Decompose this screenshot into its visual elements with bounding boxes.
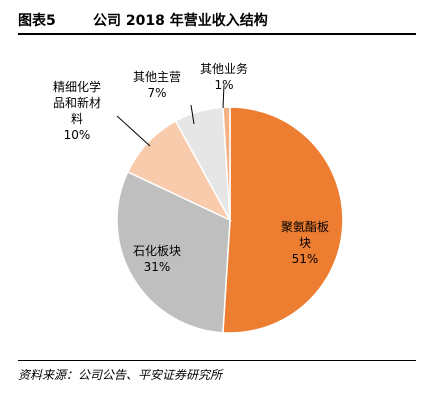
leader-line [190, 104, 195, 125]
slice-0 [222, 106, 344, 334]
figure-header: 图表5 公司 2018 年营业收入结构 [18, 10, 416, 34]
top-rule [18, 33, 416, 35]
slice-1 [116, 170, 231, 334]
pie-slices [116, 106, 344, 334]
slice-label-percent: 31% [144, 260, 171, 274]
slice-label-name: 其他业务 [200, 61, 248, 76]
slice-label-name: 其他主营 [133, 70, 181, 84]
slice-2 [126, 119, 232, 222]
figure-number: 图表5 [18, 13, 56, 29]
leader-lines [116, 84, 225, 147]
slice-label-name: 石化板块 [133, 244, 181, 258]
slice-label-name: 料 [71, 112, 83, 126]
source-note: 资料来源：公司公告、平安证券研究所 [18, 368, 223, 382]
slice-label-name: 块 [299, 236, 311, 250]
chart-title: 公司 2018 年营业收入结构 [93, 13, 268, 29]
slice-label-percent: 51% [292, 252, 319, 266]
slice-label-percent: 7% [147, 86, 166, 100]
leader-line [222, 84, 225, 109]
slice-label-name: 品和新材 [53, 95, 101, 110]
leader-line [116, 115, 151, 147]
slice-label-name: 精细化学 [53, 79, 101, 94]
bottom-rule [18, 360, 416, 361]
slice-label-name: 聚氨酯板 [281, 220, 329, 234]
slice-label-percent: 1% [214, 78, 233, 92]
slice-label-percent: 10% [64, 128, 91, 142]
